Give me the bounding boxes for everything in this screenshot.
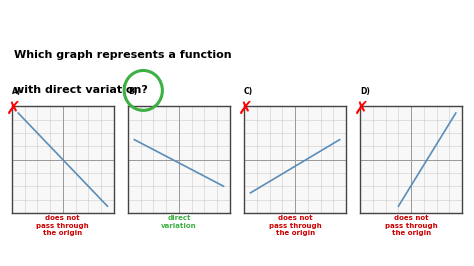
Text: D): D) xyxy=(360,87,370,96)
Text: does not
pass through
the origin: does not pass through the origin xyxy=(36,215,89,236)
Text: ✗: ✗ xyxy=(6,100,20,118)
Text: ✗: ✗ xyxy=(238,100,253,118)
Text: EXAMPLE #2: EXAMPLE #2 xyxy=(170,13,304,33)
Text: B): B) xyxy=(128,87,137,96)
Text: direct
variation: direct variation xyxy=(161,215,197,229)
Text: ✗: ✗ xyxy=(354,100,369,118)
Text: Which graph represents a function: Which graph represents a function xyxy=(14,50,232,60)
Text: C): C) xyxy=(244,87,253,96)
Text: does not
pass through
the origin: does not pass through the origin xyxy=(269,215,321,236)
Text: does not
pass through
the origin: does not pass through the origin xyxy=(385,215,438,236)
Text: A): A) xyxy=(12,87,21,96)
Text: with direct variation?: with direct variation? xyxy=(14,85,148,95)
